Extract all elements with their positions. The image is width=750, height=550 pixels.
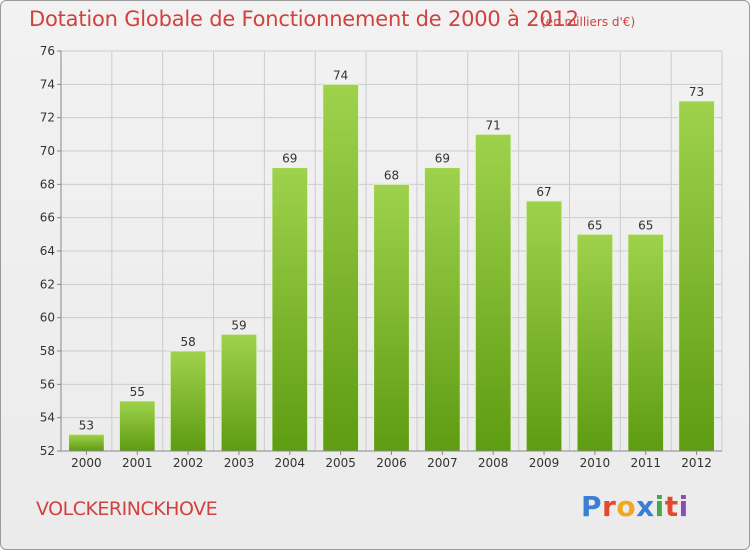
data-label-2010: 65 xyxy=(587,218,602,232)
x-tick-label-2011: 2011 xyxy=(630,456,661,470)
x-tick-label-2007: 2007 xyxy=(427,456,458,470)
data-label-2005: 74 xyxy=(333,68,348,82)
x-tick-label-2005: 2005 xyxy=(325,456,356,470)
x-tick-label-2009: 2009 xyxy=(529,456,560,470)
bar-2012 xyxy=(678,100,715,452)
proxiti-logo[interactable]: Proxiti xyxy=(581,490,689,523)
axes: 52 54 56 58 60 62 64 66 68 70 72 74 76 xyxy=(40,44,722,458)
x-tick-label-2008: 2008 xyxy=(478,456,509,470)
bar-2006 xyxy=(373,183,410,452)
data-label-2008: 71 xyxy=(486,118,501,132)
y-tick-label: 76 xyxy=(40,44,55,58)
data-label-2001: 55 xyxy=(130,385,145,399)
y-tick-label: 72 xyxy=(40,111,55,125)
labels: 53 2000 55 2001 58 2002 59 2003 69 2004 74 2005 68 20… xyxy=(71,68,712,470)
x-tick-label-2000: 2000 xyxy=(71,456,102,470)
bar-2010 xyxy=(576,233,614,452)
y-tick-label: 64 xyxy=(40,244,55,258)
bar-2002 xyxy=(169,350,207,452)
bar-2003 xyxy=(220,333,258,452)
data-label-2007: 69 xyxy=(435,152,450,166)
y-tick-label: 70 xyxy=(40,144,55,158)
y-tick-label: 56 xyxy=(40,377,55,391)
data-label-2002: 58 xyxy=(180,335,195,349)
data-label-2011: 65 xyxy=(638,218,653,232)
x-tick-label-2004: 2004 xyxy=(275,456,306,470)
bars xyxy=(68,83,715,452)
x-tick-label-2002: 2002 xyxy=(173,456,204,470)
x-tick-label-2003: 2003 xyxy=(224,456,255,470)
data-label-2006: 68 xyxy=(384,168,399,182)
logo-letter: i xyxy=(678,490,689,523)
logo-letter: t xyxy=(664,490,679,523)
y-tick-label: 66 xyxy=(40,211,55,225)
y-tick-label: 68 xyxy=(40,177,55,191)
town-name: VOLCKERINCKHOVE xyxy=(36,498,218,520)
data-label-2004: 69 xyxy=(282,152,297,166)
bar-2004 xyxy=(271,167,309,452)
logo-letter: o xyxy=(616,490,637,523)
y-tick-label: 62 xyxy=(40,277,55,291)
data-label-2009: 67 xyxy=(536,185,551,199)
y-tick-label: 74 xyxy=(40,77,55,91)
bar-2005 xyxy=(322,83,359,452)
bar-2007 xyxy=(424,167,461,452)
y-tick-label: 54 xyxy=(40,411,55,425)
y-tick-label: 52 xyxy=(40,444,55,458)
chart-subtitle: (en milliers d'€) xyxy=(541,15,636,29)
data-label-2003: 59 xyxy=(231,318,246,332)
x-tick-label-2010: 2010 xyxy=(580,456,611,470)
data-label-2000: 53 xyxy=(79,418,94,432)
bar-2009 xyxy=(525,200,563,452)
x-tick-label-2006: 2006 xyxy=(376,456,407,470)
x-tick-label-2012: 2012 xyxy=(681,456,712,470)
bar-2008 xyxy=(474,133,512,452)
logo-letter: r xyxy=(602,490,617,523)
y-tick-label: 58 xyxy=(40,344,55,358)
bar-2011 xyxy=(627,233,664,452)
chart-title: Dotation Globale de Fonctionnement de 20… xyxy=(29,7,579,31)
data-label-2012: 73 xyxy=(689,85,704,99)
bar-2001 xyxy=(119,400,156,452)
x-tick-label-2001: 2001 xyxy=(122,456,153,470)
bar-2000 xyxy=(68,433,105,452)
logo-letter: P xyxy=(581,490,603,523)
y-tick-label: 60 xyxy=(40,311,55,325)
logo-letter: i xyxy=(654,490,665,523)
logo-letter: x xyxy=(636,490,655,523)
